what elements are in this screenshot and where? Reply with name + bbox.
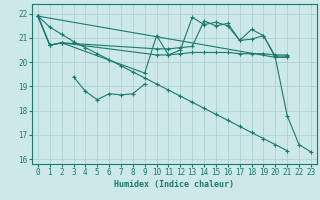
X-axis label: Humidex (Indice chaleur): Humidex (Indice chaleur) — [115, 180, 234, 189]
